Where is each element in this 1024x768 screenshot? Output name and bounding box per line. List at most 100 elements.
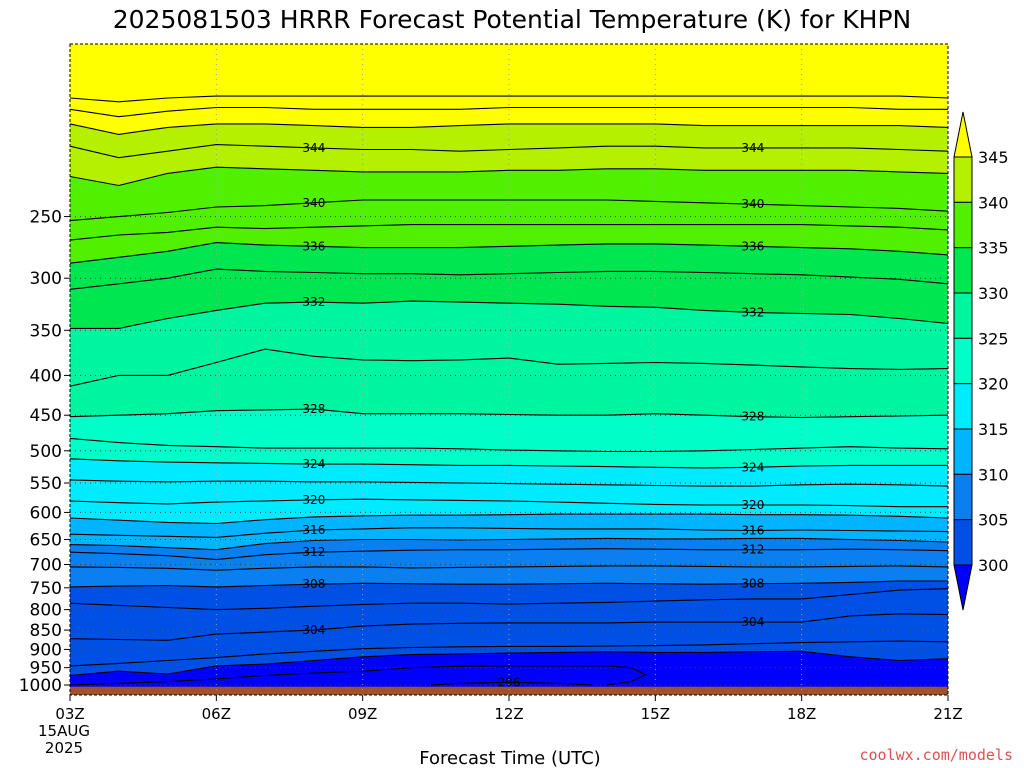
contour-label: 328 (741, 410, 764, 424)
contour-line-344 (70, 144, 948, 159)
colorbar-label: 310 (978, 465, 1009, 484)
contour-line-312 (70, 548, 948, 561)
contour-line-314 (70, 537, 948, 551)
grid-lines (70, 44, 948, 695)
x-tick-label: 18Z (787, 705, 816, 723)
contour-label: 320 (302, 493, 325, 507)
colorbar-top-arrow (953, 111, 973, 158)
contour-label: 316 (302, 523, 325, 537)
x-tick-label: 06Z (202, 705, 231, 723)
colorbar-segment (953, 247, 973, 294)
contour-line-316 (70, 527, 948, 538)
contour-line-328 (70, 408, 948, 419)
contour-label: 304 (302, 623, 325, 637)
fill-band-6 (70, 458, 948, 524)
y-tick-label: 900 (30, 640, 62, 660)
colorbar-segment (953, 201, 973, 249)
contour-label: 320 (741, 498, 764, 512)
y-tick-label: 1000 (19, 676, 62, 696)
colorbar-label: 330 (978, 284, 1009, 303)
colorbar-label: 305 (978, 511, 1009, 530)
contour-line-338 (70, 224, 948, 241)
x-tick-label: 12Z (494, 705, 523, 723)
y-tick-label: 500 (30, 442, 62, 462)
x-tick-label: 09Z (348, 705, 377, 723)
contour-lines: 296 304 304 308 308 312 312 316 316 320 320 324 324 3… (70, 95, 948, 689)
contour-line-330 (70, 348, 948, 387)
contour-label: 324 (302, 457, 325, 471)
contour-line-310 (70, 565, 948, 571)
colorbar-segment (953, 292, 973, 339)
colorbar-label: 325 (978, 329, 1009, 348)
colorbar-segment (953, 156, 973, 203)
colorbar-segment (953, 383, 973, 430)
x-axis-label: Forecast Time (UTC) (419, 748, 600, 768)
contour-line-296 (430, 681, 592, 686)
y-tick-label: 650 (30, 530, 62, 550)
contour-label: 336 (302, 239, 325, 253)
colorbar-segment (953, 519, 973, 566)
colorbar-label: 340 (978, 193, 1009, 212)
colorbar-label: 300 (978, 556, 1009, 575)
contour-label: 296 (498, 675, 521, 689)
contour-line-332 (70, 300, 948, 329)
y-tick-label: 800 (30, 601, 62, 621)
contour-line-346 (70, 123, 948, 135)
colorbar: 300 305 310 315 320 325 330 335 340 345 (953, 111, 1009, 611)
y-tick-label: 850 (30, 621, 62, 641)
fill-band-8 (70, 538, 948, 587)
x-tick-label: 21Z (933, 705, 962, 723)
y-tick-label: 250 (30, 208, 62, 228)
contour-line-350 (70, 95, 948, 103)
contour-line-340 (70, 199, 948, 222)
colorbar-segment (953, 337, 973, 385)
contour-label: 316 (741, 524, 764, 538)
ground-bar (70, 686, 948, 695)
contour-label: 308 (302, 577, 325, 591)
y-tick-label: 350 (30, 321, 62, 341)
x-tick-label: 03Z (55, 705, 84, 723)
chart-title: 2025081503 HRRR Forecast Potential Tempe… (113, 5, 912, 34)
colorbar-segment (953, 473, 973, 521)
contour-line-334 (70, 268, 948, 290)
contour-line-300 (70, 650, 948, 676)
credit-text[interactable]: coolwx.com/models (859, 746, 1013, 764)
y-tick-label: 300 (30, 269, 62, 289)
y-tick-label: 700 (30, 555, 62, 575)
x-date-label: 15AUG (38, 722, 90, 740)
y-tick-label: 550 (30, 474, 62, 494)
contour-line-342 (70, 166, 948, 187)
y-tick-label: 950 (30, 659, 62, 679)
contour-line-302 (70, 640, 948, 667)
fill-band-2 (70, 167, 948, 264)
contour-label: 304 (741, 615, 764, 629)
colorbar-bottom-arrow (953, 564, 973, 611)
y-axis: 2503003504004505005506006507007508008509… (19, 208, 70, 696)
contour-line-348 (70, 106, 948, 118)
colorbar-label: 320 (978, 375, 1009, 394)
contour-line-326 (70, 437, 948, 453)
colorbar-segment (953, 428, 973, 475)
y-tick-label: 400 (30, 366, 62, 386)
contour-label: 312 (302, 545, 325, 559)
fill-band-5 (70, 409, 948, 468)
colorbar-label: 315 (978, 420, 1009, 439)
contour-line-308 (70, 580, 948, 588)
fill-band-3 (70, 242, 948, 329)
contour-line-324 (70, 458, 948, 469)
contour-label: 344 (302, 141, 325, 155)
contour-line-298 (70, 665, 647, 686)
contour-label: 308 (741, 577, 764, 591)
fill-band-0 (70, 44, 948, 135)
contour-line-306 (70, 588, 948, 611)
y-tick-label: 600 (30, 503, 62, 523)
colorbar-label: 335 (978, 239, 1009, 258)
fill-band-7 (70, 514, 948, 550)
contour-label: 312 (741, 543, 764, 557)
contour-label: 340 (741, 197, 764, 211)
colorbar-label: 345 (978, 148, 1009, 167)
contour-line-322 (70, 479, 948, 487)
y-tick-label: 450 (30, 406, 62, 426)
contour-label: 332 (302, 295, 325, 309)
